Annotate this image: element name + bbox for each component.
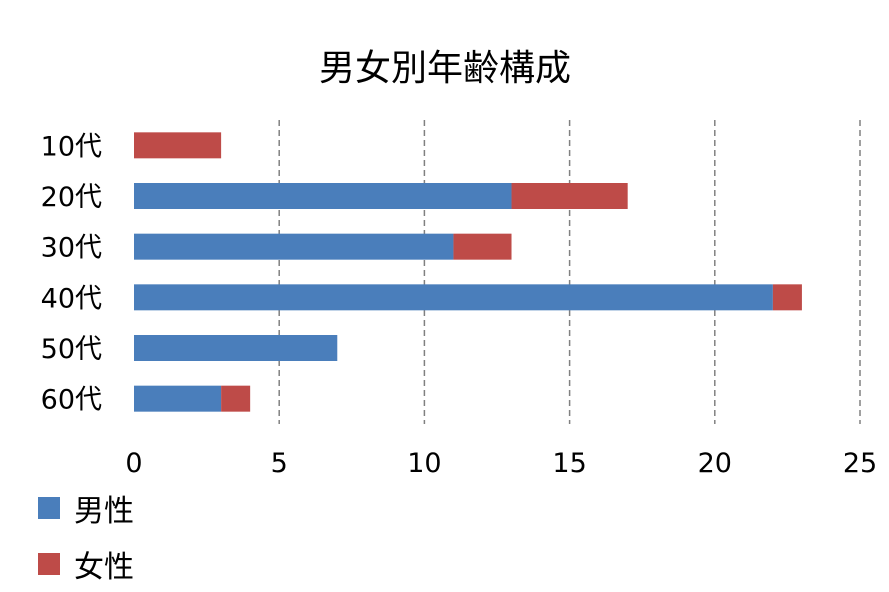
legend-item-female: 女性 xyxy=(38,536,134,592)
legend-label-female: 女性 xyxy=(74,550,134,585)
bar-female xyxy=(772,284,802,311)
bar-female xyxy=(453,233,512,260)
x-tick-label: 10 xyxy=(407,448,441,479)
y-tick-label: 10代 xyxy=(41,131,102,162)
y-tick-label: 50代 xyxy=(41,334,102,365)
x-tick-label: 25 xyxy=(843,448,877,479)
legend: 男性 女性 xyxy=(38,480,134,592)
bar-female xyxy=(221,385,251,412)
bar-male xyxy=(134,385,222,412)
bar-male xyxy=(134,233,454,260)
y-axis: 10代 20代 30代 40代 50代 60代 xyxy=(41,131,102,415)
x-tick-label: 5 xyxy=(271,448,288,479)
y-tick-label: 40代 xyxy=(41,283,102,314)
x-tick-label: 15 xyxy=(552,448,586,479)
legend-label-male: 男性 xyxy=(74,494,134,529)
bars xyxy=(134,132,802,412)
legend-item-male: 男性 xyxy=(38,480,134,536)
bar-female xyxy=(511,183,628,209)
legend-swatch-male xyxy=(38,497,60,519)
y-tick-label: 30代 xyxy=(41,233,102,264)
legend-swatch-female xyxy=(38,553,60,575)
grid xyxy=(278,120,861,424)
y-tick-label: 60代 xyxy=(41,385,102,416)
bar-male xyxy=(134,284,773,311)
x-tick-label: 20 xyxy=(698,448,732,479)
x-tick-label: 0 xyxy=(125,448,142,479)
chart-title: 男女別年齢構成 xyxy=(319,48,571,89)
bar-female xyxy=(134,132,222,159)
bar-male xyxy=(134,335,338,361)
bar-male xyxy=(134,183,512,209)
x-axis: 0 5 10 15 20 25 xyxy=(125,448,877,479)
y-tick-label: 20代 xyxy=(41,182,102,213)
